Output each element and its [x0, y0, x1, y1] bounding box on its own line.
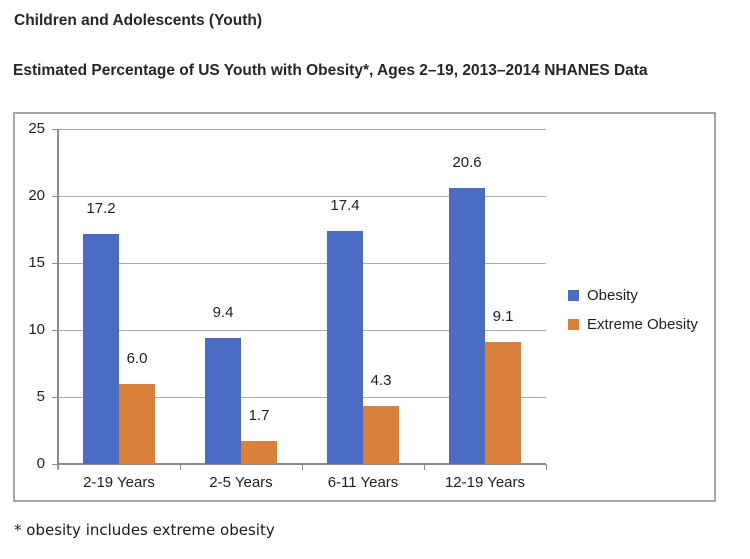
y-axis-tick	[52, 330, 58, 331]
x-axis-tick	[546, 464, 547, 470]
legend-label-extreme-obesity: Extreme Obesity	[587, 315, 698, 333]
y-axis-tick	[52, 129, 58, 130]
gridline	[58, 330, 546, 331]
y-axis-tick	[52, 397, 58, 398]
chart-frame: 0 5 10 15 20 25 17.2 6.0 2-19 Years 9.4 1.7 2-5 Yea…	[13, 112, 716, 502]
y-axis-line	[57, 129, 59, 469]
y-axis-tick	[52, 196, 58, 197]
legend-item-obesity: Obesity	[568, 285, 638, 305]
bar-value-label-obesity-12-19-years: 20.6	[452, 153, 482, 171]
bar-value-label-extreme-obesity-12-19-years: 9.1	[492, 308, 514, 326]
x-axis-category-label: 2-19 Years	[83, 474, 155, 491]
y-axis-tick-label: 20	[28, 187, 45, 204]
bar-obesity-6-11-years	[327, 230, 363, 464]
x-axis-tick	[424, 464, 425, 470]
bar-obesity-2-5-years	[205, 338, 241, 464]
gridline	[58, 196, 546, 197]
bar-value-label-extreme-obesity-2-19-years: 6.0	[126, 349, 148, 367]
gridline	[58, 129, 546, 130]
bar-extreme-obesity-2-19-years	[119, 383, 155, 464]
legend-swatch-obesity	[568, 289, 579, 301]
x-axis-category-label: 2-5 Years	[209, 474, 273, 491]
x-axis-category-label: 6-11 Years	[327, 474, 399, 491]
x-axis-tick	[180, 464, 181, 470]
legend-swatch-extreme-obesity	[568, 318, 579, 330]
y-axis-tick-label: 0	[36, 455, 45, 472]
bar-value-label-obesity-2-19-years: 17.2	[86, 199, 116, 217]
y-axis-tick	[52, 464, 58, 465]
bar-value-label-obesity-6-11-years: 17.4	[330, 196, 360, 214]
page-title: Children and Adolescents (Youth)	[14, 12, 263, 29]
y-axis-tick-label: 10	[28, 321, 45, 338]
bar-extreme-obesity-6-11-years	[363, 406, 399, 464]
bar-extreme-obesity-2-5-years	[241, 441, 277, 464]
gridline	[58, 263, 546, 264]
y-axis-tick-label: 15	[28, 254, 45, 271]
legend-label-obesity: Obesity	[587, 286, 638, 304]
bar-extreme-obesity-12-19-years	[485, 342, 521, 464]
bar-value-label-obesity-2-5-years: 9.4	[212, 304, 234, 322]
bar-obesity-12-19-years	[449, 187, 485, 464]
bar-value-label-extreme-obesity-2-5-years: 1.7	[248, 407, 270, 425]
x-axis-tick	[302, 464, 303, 470]
x-axis-tick	[58, 464, 59, 470]
bar-value-label-extreme-obesity-6-11-years: 4.3	[370, 372, 392, 390]
x-axis-category-label: 12-19 Years	[444, 474, 526, 491]
gridline	[58, 397, 546, 398]
bar-obesity-2-19-years	[83, 233, 119, 464]
chart-title: Estimated Percentage of US Youth with Ob…	[13, 62, 648, 79]
y-axis-tick-label: 25	[28, 120, 45, 137]
footnote: * obesity includes extreme obesity	[14, 521, 275, 539]
y-axis-tick-label: 5	[36, 388, 45, 405]
legend-item-extreme-obesity: Extreme Obesity	[568, 314, 698, 334]
y-axis-tick	[52, 263, 58, 264]
